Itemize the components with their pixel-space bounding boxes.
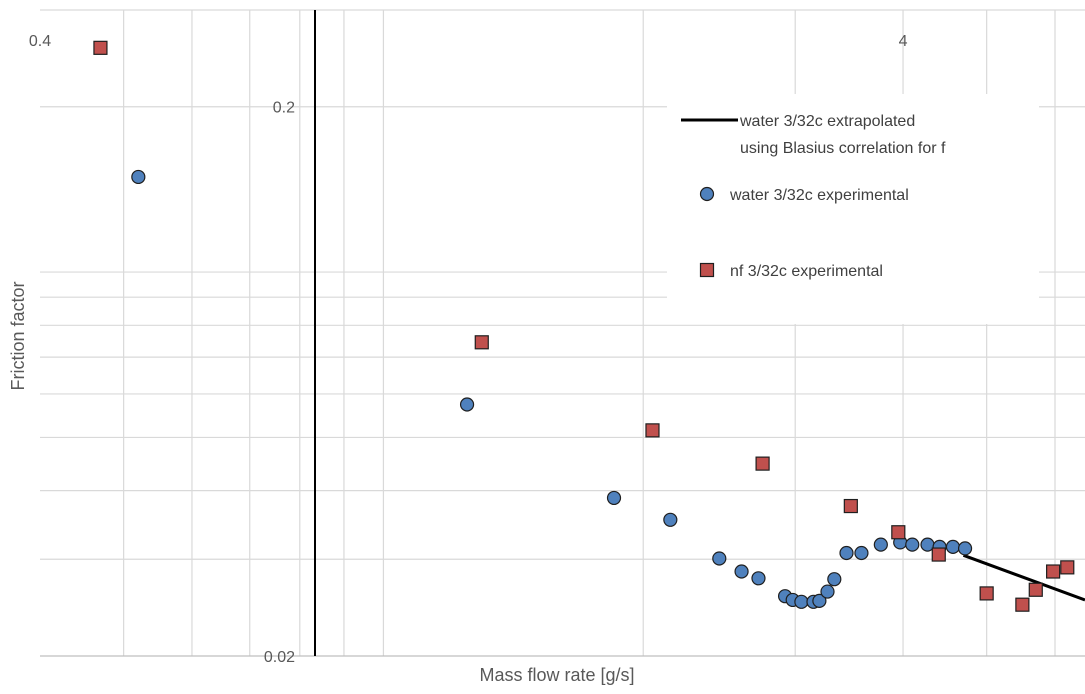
plot-area [93, 40, 1085, 612]
legend-square-swatch [699, 262, 715, 278]
legend-box [667, 94, 1039, 324]
data-point-circle [839, 545, 854, 561]
legend-label-line-2: using Blasius correlation for f [740, 140, 946, 157]
data-point-circle [945, 539, 961, 554]
data-point-circle [820, 584, 835, 599]
tick-labels: 0.4 4 0.2 0.02 [29, 33, 908, 666]
data-point-circle [812, 593, 827, 608]
grid [40, 9, 1085, 656]
data-point-circle [751, 571, 766, 586]
y-tick-label: 0.02 [264, 649, 295, 666]
data-point-circle [663, 512, 678, 527]
series-2 [93, 40, 1075, 612]
data-point-square [843, 498, 858, 514]
data-point-square [93, 40, 108, 55]
data-point-square [1046, 564, 1061, 579]
legend-label-water: water 3/32c experimental [729, 187, 909, 204]
data-point-circle [734, 564, 749, 579]
data-point-square [979, 586, 994, 601]
data-point-circle [957, 541, 973, 556]
data-point-square [1060, 560, 1075, 575]
data-point-circle [606, 490, 622, 506]
data-point-square [1028, 582, 1043, 597]
legend-label-line-1: water 3/32c extrapolated [739, 113, 915, 130]
legend-label-nf: nf 3/32c experimental [730, 263, 883, 280]
data-point-circle [873, 537, 888, 552]
data-point-circle [854, 545, 869, 561]
legend-circle-swatch [699, 186, 715, 202]
series-0 [962, 553, 1085, 602]
x-tick-label: 0.4 [29, 33, 51, 50]
x-tick-label: 4 [899, 33, 908, 50]
data-point-square [645, 423, 660, 438]
data-point-square [891, 525, 906, 540]
data-point-circle [905, 537, 920, 552]
data-point-circle [827, 572, 842, 587]
data-point-square [931, 547, 946, 562]
data-point-square [1015, 597, 1030, 612]
data-point-circle [712, 551, 727, 566]
legend: water 3/32c extrapolated using Blasius c… [667, 94, 1039, 324]
data-point-circle [131, 169, 146, 185]
data-point-square [474, 335, 489, 350]
y-axis-title: Friction factor [8, 281, 28, 390]
data-point-square [755, 456, 770, 471]
y-tick-label: 0.2 [273, 100, 295, 117]
data-point-circle [459, 397, 475, 412]
series-1 [131, 169, 973, 609]
x-axis-title: Mass flow rate [g/s] [479, 665, 634, 685]
series-line [962, 553, 1085, 602]
data-point-circle [794, 594, 809, 609]
